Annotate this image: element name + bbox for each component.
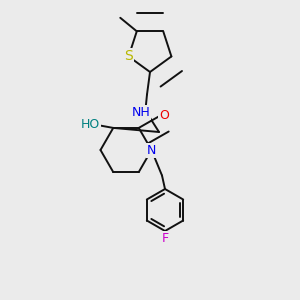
Text: S: S bbox=[124, 50, 133, 64]
Text: O: O bbox=[159, 110, 169, 122]
Text: F: F bbox=[161, 232, 169, 245]
Text: HO: HO bbox=[81, 118, 100, 131]
Text: N: N bbox=[147, 143, 156, 157]
Text: NH: NH bbox=[132, 106, 150, 119]
